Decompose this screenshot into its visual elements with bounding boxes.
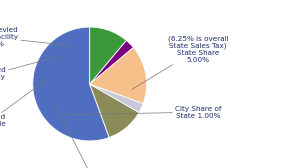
Text: City levied
Home-Rule
1.50%: City levied Home-Rule 1.50% [0, 79, 48, 134]
Text: County levied
Public Safety
0.25%: County levied Public Safety 0.25% [0, 56, 59, 87]
Wedge shape [33, 27, 109, 141]
Wedge shape [90, 84, 139, 137]
Text: (6.25% is overall
State Sales Tax)
State Share
5.00%: (6.25% is overall State Sales Tax) State… [132, 35, 228, 90]
Text: County levied
School Facility
1.00%: County levied School Facility 1.00% [0, 27, 73, 47]
Wedge shape [90, 40, 133, 84]
Wedge shape [90, 84, 143, 112]
Wedge shape [90, 47, 147, 103]
Text: City Share of
State 1.00%: City Share of State 1.00% [67, 106, 221, 119]
Wedge shape [90, 27, 126, 84]
Text: County Share of
State 0.25%: County Share of State 0.25% [54, 103, 125, 168]
